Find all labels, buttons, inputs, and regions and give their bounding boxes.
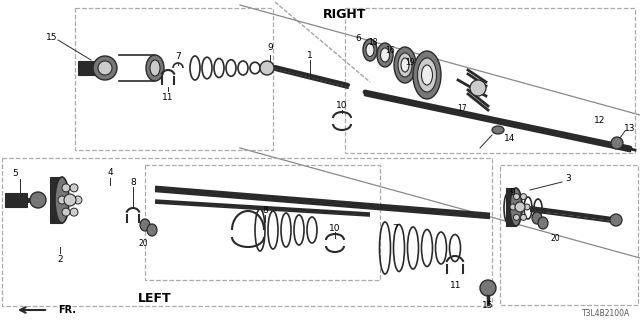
Circle shape <box>98 61 112 75</box>
Text: 13: 13 <box>624 124 636 132</box>
Text: 15: 15 <box>46 33 58 42</box>
Ellipse shape <box>510 188 522 226</box>
Text: 7: 7 <box>392 223 398 233</box>
Ellipse shape <box>363 39 377 61</box>
Circle shape <box>70 208 78 216</box>
Circle shape <box>260 61 274 75</box>
Bar <box>2 158 492 306</box>
Circle shape <box>515 202 525 212</box>
Bar <box>5 193 27 207</box>
Text: T3L4B2100A: T3L4B2100A <box>582 308 630 317</box>
Text: 4: 4 <box>107 167 113 177</box>
Text: 20: 20 <box>138 238 148 247</box>
Ellipse shape <box>532 212 542 224</box>
Text: 19: 19 <box>405 58 415 67</box>
Circle shape <box>513 194 520 200</box>
Text: 7: 7 <box>175 52 181 60</box>
Text: 10: 10 <box>329 223 340 233</box>
Circle shape <box>510 204 516 210</box>
Text: 9: 9 <box>267 43 273 52</box>
Ellipse shape <box>401 58 409 72</box>
Ellipse shape <box>398 53 412 77</box>
Text: 14: 14 <box>504 133 516 142</box>
Text: 2: 2 <box>57 255 63 265</box>
Circle shape <box>70 184 78 192</box>
Circle shape <box>513 214 520 220</box>
Text: 8: 8 <box>130 178 136 187</box>
Circle shape <box>470 80 486 96</box>
Circle shape <box>524 204 530 210</box>
Circle shape <box>93 56 117 80</box>
Text: 20: 20 <box>550 234 560 243</box>
Text: 12: 12 <box>595 116 605 124</box>
Circle shape <box>62 184 70 192</box>
Text: 9: 9 <box>509 188 515 196</box>
Ellipse shape <box>394 47 416 83</box>
Ellipse shape <box>413 51 441 99</box>
Circle shape <box>62 208 70 216</box>
Bar <box>500 165 638 305</box>
Ellipse shape <box>377 43 393 67</box>
Ellipse shape <box>147 224 157 236</box>
Ellipse shape <box>140 219 150 231</box>
Text: RIGHT: RIGHT <box>323 7 367 20</box>
Text: LEFT: LEFT <box>138 292 172 305</box>
Bar <box>145 165 380 280</box>
Ellipse shape <box>422 65 433 85</box>
Text: 6: 6 <box>355 34 361 43</box>
Ellipse shape <box>55 177 69 223</box>
Ellipse shape <box>492 126 504 134</box>
Circle shape <box>611 137 623 149</box>
Text: 10: 10 <box>336 100 348 109</box>
Ellipse shape <box>417 58 436 92</box>
Ellipse shape <box>146 55 164 81</box>
Ellipse shape <box>150 60 160 76</box>
Circle shape <box>480 280 496 296</box>
Bar <box>50 177 62 223</box>
Text: FR.: FR. <box>58 305 76 315</box>
Text: 17: 17 <box>457 103 467 113</box>
Ellipse shape <box>366 44 374 57</box>
Circle shape <box>520 194 527 200</box>
Circle shape <box>30 192 46 208</box>
Text: 5: 5 <box>12 169 18 178</box>
Text: 18: 18 <box>368 37 378 46</box>
Text: 3: 3 <box>565 173 571 182</box>
Ellipse shape <box>538 217 548 229</box>
Bar <box>345 8 635 153</box>
Text: 16: 16 <box>385 45 395 54</box>
Circle shape <box>74 196 82 204</box>
Ellipse shape <box>381 48 390 62</box>
Circle shape <box>520 214 527 220</box>
Text: 1: 1 <box>307 51 313 60</box>
Circle shape <box>64 194 76 206</box>
Text: 11: 11 <box>163 92 173 101</box>
Text: 11: 11 <box>451 281 461 290</box>
Circle shape <box>58 196 66 204</box>
Text: 15: 15 <box>483 300 493 309</box>
Circle shape <box>610 214 622 226</box>
Bar <box>75 8 273 150</box>
Bar <box>78 61 96 75</box>
Text: 8: 8 <box>262 205 268 214</box>
Bar <box>506 188 516 226</box>
